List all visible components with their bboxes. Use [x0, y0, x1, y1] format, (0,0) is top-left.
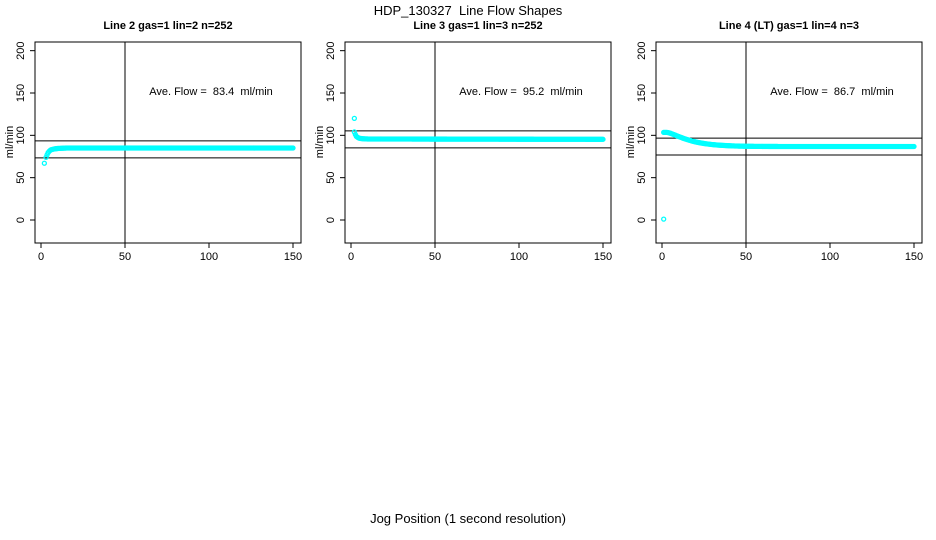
- y-tick-label: 150: [636, 84, 648, 102]
- data-point: [290, 145, 296, 151]
- y-axis-label: ml/min: [314, 125, 326, 159]
- plot-box: [34, 41, 302, 244]
- data-points: [41, 145, 296, 166]
- x-tick-label: 50: [740, 251, 752, 263]
- ave-flow-annotation: Ave. Flow = 86.7 ml/min: [770, 86, 894, 98]
- y-tick-label: 200: [15, 41, 27, 59]
- data-point: [600, 136, 606, 142]
- panel-plot: 0 50 100 150 0 50 100 150 200: [325, 41, 612, 263]
- y-tick-label: 50: [15, 172, 27, 184]
- panel-line-3: 0 50 100 150 0 50 100 150 200 Line 3 gas=1 lin=3…: [310, 0, 622, 290]
- panel-title: Line 2 gas=1 lin=2 n=252: [103, 20, 233, 32]
- panel-title: Line 3 gas=1 lin=3 n=252: [413, 20, 543, 32]
- y-tick-label: 50: [325, 172, 337, 184]
- x-tick-label: 100: [510, 251, 528, 263]
- y-axis: 0 50 100 150 200: [636, 41, 656, 223]
- y-tick-label: 100: [325, 126, 337, 144]
- y-tick-label: 100: [15, 126, 27, 144]
- x-tick-label: 0: [38, 251, 44, 263]
- panel-line-2: 0 50 100 150 0 50 100 150 200 Line 2 gas=1 lin=2…: [0, 0, 312, 290]
- figure-title: HDP_130327 Line Flow Shapes: [373, 3, 563, 18]
- y-tick-label: 200: [325, 41, 337, 59]
- panel-plot: 0 50 100 150 0 50 100 150 200: [636, 41, 923, 263]
- data-point: [43, 154, 49, 160]
- ave-flow-annotation: Ave. Flow = 95.2 ml/min: [459, 86, 583, 98]
- y-axis: 0 50 100 150 200: [15, 41, 35, 223]
- panel-line-4: 0 50 100 150 0 50 100 150 200 Line 4 (LT) gas=1 …: [621, 0, 933, 290]
- x-axis: 0 50 100 150: [348, 243, 612, 263]
- y-tick-label: 200: [636, 41, 648, 59]
- x-axis: 0 50 100 150: [38, 243, 302, 263]
- y-tick-label: 150: [15, 84, 27, 102]
- x-tick-label: 0: [659, 251, 665, 263]
- y-axis-label: ml/min: [4, 125, 16, 159]
- y-axis-label: ml/min: [625, 125, 637, 159]
- data-points: [351, 115, 606, 142]
- panel-title: Line 4 (LT) gas=1 lin=4 n=3: [718, 20, 860, 32]
- outlier-point: [661, 216, 667, 222]
- x-tick-label: 0: [348, 251, 354, 263]
- x-tick-label: 50: [119, 251, 131, 263]
- plot-box: [344, 41, 612, 244]
- y-tick-label: 100: [636, 126, 648, 144]
- outlier-point: [351, 115, 358, 122]
- x-tick-label: 150: [284, 251, 302, 263]
- y-tick-label: 150: [325, 84, 337, 102]
- x-tick-label: 100: [200, 251, 218, 263]
- x-tick-label: 100: [821, 251, 839, 263]
- data-point: [351, 129, 358, 135]
- y-tick-label: 0: [325, 217, 337, 223]
- outlier-point: [41, 160, 48, 166]
- plot-box: [655, 41, 923, 244]
- y-tick-label: 0: [636, 217, 648, 223]
- data-point: [911, 143, 917, 150]
- x-axis: 0 50 100 150: [659, 243, 923, 263]
- y-tick-label: 0: [15, 217, 27, 223]
- y-tick-label: 50: [636, 172, 648, 184]
- y-axis: 0 50 100 150 200: [325, 41, 345, 223]
- panel-plot: 0 50 100 150 0 50 100 150 200: [15, 41, 302, 263]
- x-tick-label: 50: [429, 251, 441, 263]
- ave-flow-annotation: Ave. Flow = 83.4 ml/min: [149, 86, 273, 98]
- x-tick-label: 150: [594, 251, 612, 263]
- data-points: [661, 129, 917, 222]
- x-tick-label: 150: [905, 251, 923, 263]
- x-axis-label: Jog Position (1 second resolution): [370, 511, 566, 526]
